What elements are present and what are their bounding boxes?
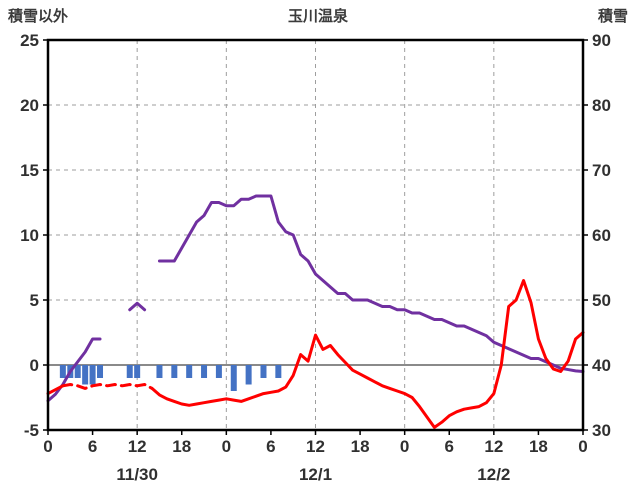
y-left-tick-label: 10: [20, 226, 39, 245]
blue-bar: [74, 365, 81, 378]
x-tick-label: 18: [172, 437, 191, 456]
blue-bar: [260, 365, 267, 378]
x-tick-label: 6: [445, 437, 454, 456]
x-tick-label: 0: [43, 437, 52, 456]
blue-bar: [59, 365, 66, 378]
x-tick-label: 12: [306, 437, 325, 456]
x-tick-label: 12: [484, 437, 503, 456]
y-right-tick-label: 50: [592, 291, 611, 310]
blue-bar: [201, 365, 208, 378]
blue-bar: [245, 365, 252, 385]
x-tick-label: 18: [529, 437, 548, 456]
y-right-tick-label: 60: [592, 226, 611, 245]
blue-bar: [97, 365, 104, 378]
x-tick-label: 0: [400, 437, 409, 456]
y-right-tick-label: 30: [592, 421, 611, 440]
y-left-tick-label: 15: [20, 161, 39, 180]
date-label: 12/2: [477, 465, 510, 484]
purple-line-segment: [157, 194, 585, 373]
y-right-tick-label: 80: [592, 96, 611, 115]
purple-line-segment: [128, 301, 147, 312]
x-tick-label: 0: [222, 437, 231, 456]
blue-bar: [156, 365, 163, 378]
right-axis-title: 積雪: [597, 8, 628, 25]
x-tick-label: 6: [88, 437, 97, 456]
y-left-tick-label: 25: [20, 31, 39, 50]
y-left-tick-label: -5: [24, 421, 39, 440]
blue-bar: [230, 365, 237, 391]
left-axis-title: 積雪以外: [8, 8, 69, 25]
y-left-tick-label: 5: [30, 291, 39, 310]
blue-bar: [186, 365, 193, 378]
chart-header: 積雪以外 玉川温泉 積雪: [0, 5, 636, 25]
blue-bar: [134, 365, 141, 378]
red-line-dashed: [61, 383, 154, 390]
y-right-tick-label: 90: [592, 31, 611, 50]
x-tick-label: 12: [128, 437, 147, 456]
blue-bar: [275, 365, 282, 378]
date-label: 11/30: [116, 465, 158, 484]
x-tick-label: 18: [351, 437, 370, 456]
y-left-tick-label: 0: [30, 356, 39, 375]
blue-bar: [171, 365, 178, 378]
blue-bar: [89, 365, 96, 385]
purple-line-segment: [46, 337, 102, 403]
date-label: 12/1: [299, 465, 332, 484]
x-tick-label: 6: [266, 437, 275, 456]
blue-bar: [126, 365, 133, 378]
red-line-solid-start: [46, 384, 65, 396]
x-tick-label: 0: [578, 437, 587, 456]
blue-bar: [82, 365, 89, 385]
y-left-tick-label: 20: [20, 96, 39, 115]
y-right-tick-label: 40: [592, 356, 611, 375]
chart-title: 玉川温泉: [287, 8, 349, 25]
y-right-tick-label: 70: [592, 161, 611, 180]
blue-bar: [215, 365, 222, 378]
red-line-solid: [150, 279, 585, 429]
